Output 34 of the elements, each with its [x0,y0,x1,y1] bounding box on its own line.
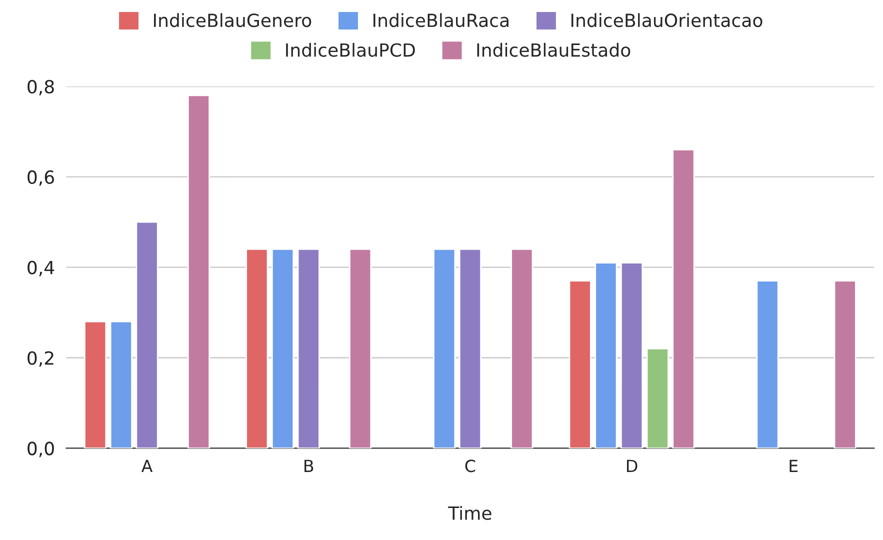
legend-label: IndiceBlauGenero [154,13,312,28]
legend-label: IndiceBlauPCD [286,42,415,57]
y-tick-label: 0,0 [28,442,54,458]
bar [458,248,482,448]
bar [246,248,268,448]
legend-label: IndiceBlauOrientacao [571,13,762,28]
bar [594,262,618,448]
bar [110,320,132,448]
y-tick-label: 0,4 [28,260,54,276]
x-axis-title: Time [448,506,492,520]
bar [646,348,669,448]
bar [84,320,107,448]
x-tick-label: C [465,460,476,472]
legend-label: IndiceBlauRaca [373,13,508,28]
x-tick-label: B [304,460,314,472]
bar [620,262,644,448]
y-tick-label: 0,8 [28,80,54,96]
bar [187,94,210,448]
bar [136,221,158,448]
bar [834,280,856,448]
bar [672,149,695,448]
bar [349,248,372,448]
x-tick-label: E [790,460,798,472]
bar [297,248,320,448]
bar [271,248,294,448]
bar [433,248,456,448]
x-tick-label: A [141,460,153,472]
bar [510,248,534,448]
legend-label: IndiceBlauEstado [477,42,630,57]
y-tick-label: 0,6 [28,170,54,186]
x-tick-label: D [627,460,638,472]
y-tick-label: 0,2 [28,351,54,367]
bar [756,280,779,448]
bar [568,280,592,448]
